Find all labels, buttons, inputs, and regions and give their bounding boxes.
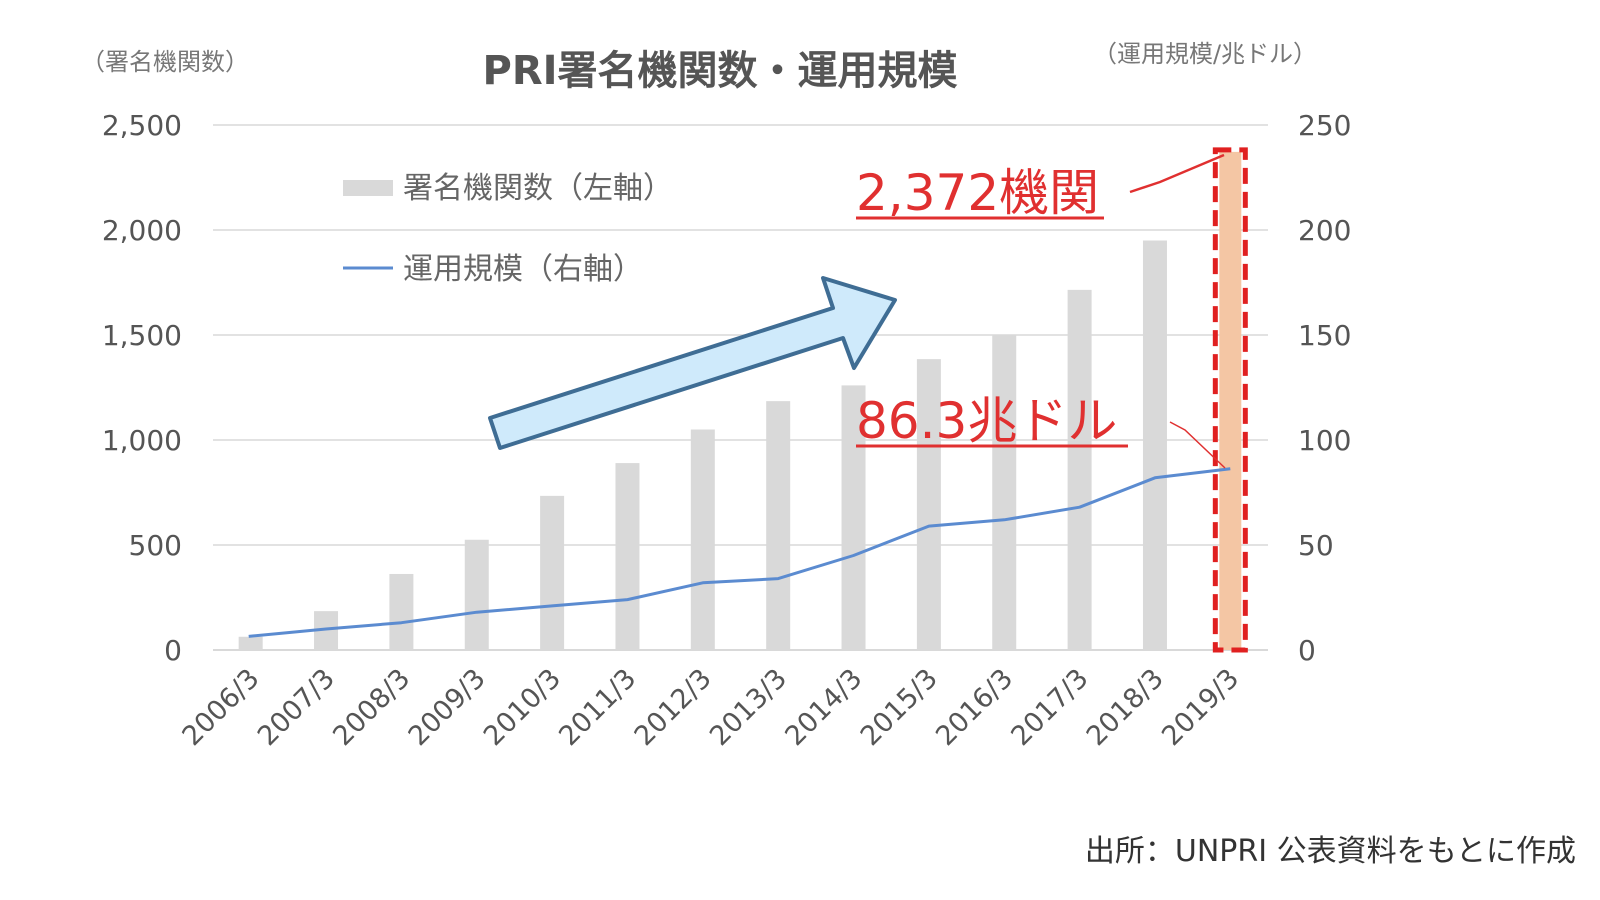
bar: [766, 401, 791, 650]
x-tick-label: 2017/3: [1005, 663, 1094, 752]
x-tick-label: 2012/3: [629, 663, 718, 752]
bar: [992, 335, 1017, 650]
left-tick-label: 2,000: [102, 214, 182, 247]
left-tick-label: 0: [164, 634, 182, 667]
bar: [1067, 289, 1092, 650]
line-callout-text: 86.3兆ドル: [856, 392, 1117, 450]
legend-bar-swatch: [343, 180, 393, 196]
grid-lines: [213, 124, 1268, 651]
x-tick-label: 2007/3: [252, 663, 341, 752]
right-axis-unit: （運用規模/兆ドル）: [1093, 40, 1317, 68]
x-axis-ticks: 2006/32007/32008/32009/32010/32011/32012…: [177, 663, 1246, 752]
x-tick-label: 2009/3: [403, 663, 492, 752]
highlight-bar-border: [1212, 147, 1248, 653]
bar: [540, 495, 565, 650]
left-tick-label: 2,500: [102, 109, 182, 142]
right-axis-ticks: 0 50 100 150 200 250: [1298, 109, 1351, 667]
bar: [841, 385, 866, 650]
left-tick-label: 500: [129, 529, 182, 562]
x-tick-label: 2008/3: [327, 663, 416, 752]
line-series: [248, 467, 1231, 638]
line-callout: 86.3兆ドル: [856, 392, 1226, 469]
bar: [615, 463, 640, 650]
line-path: [248, 467, 1231, 638]
left-tick-label: 1,500: [102, 319, 182, 352]
x-tick-label: 2010/3: [478, 663, 567, 752]
bar-callout-leader: [1129, 153, 1225, 194]
right-tick-label: 100: [1298, 424, 1351, 457]
bar-callout-text: 2,372機関: [856, 164, 1099, 222]
left-axis-unit: （署名機関数）: [81, 48, 249, 76]
legend-line-label: 運用規模（右軸）: [403, 252, 643, 287]
bar-series: [238, 240, 1167, 650]
chart-title: PRI署名機関数・運用規模: [483, 48, 958, 94]
right-tick-label: 250: [1298, 109, 1351, 142]
right-tick-label: 200: [1298, 214, 1351, 247]
right-tick-label: 50: [1298, 529, 1334, 562]
bar: [1142, 240, 1167, 650]
left-tick-label: 1,000: [102, 424, 182, 457]
bar-callout: 2,372機関: [856, 153, 1225, 222]
x-tick-label: 2018/3: [1081, 663, 1170, 752]
right-tick-label: 150: [1298, 319, 1351, 352]
x-tick-label: 2015/3: [855, 663, 944, 752]
bar: [690, 429, 715, 650]
highlight-bar: [1219, 151, 1242, 650]
bar: [238, 636, 263, 650]
legend: 署名機関数（左軸） 運用規模（右軸）: [343, 171, 673, 287]
bar: [916, 359, 941, 650]
highlight-bar-group: [1212, 147, 1248, 653]
bar: [464, 539, 489, 650]
legend-bar-label: 署名機関数（左軸）: [403, 171, 673, 206]
x-tick-label: 2011/3: [553, 663, 642, 752]
right-tick-label: 0: [1298, 634, 1316, 667]
x-tick-label: 2013/3: [704, 663, 793, 752]
growth-arrow: [488, 276, 897, 450]
source-note: 出所：UNPRI 公表資料をもとに作成: [1084, 834, 1576, 869]
x-tick-label: 2019/3: [1156, 663, 1245, 752]
x-tick-label: 2014/3: [779, 663, 868, 752]
line-callout-leader: [1169, 421, 1226, 469]
x-tick-label: 2006/3: [177, 663, 266, 752]
bar: [389, 573, 414, 650]
left-axis-ticks: 0 500 1,000 1,500 2,000 2,500: [102, 109, 182, 667]
x-tick-label: 2016/3: [930, 663, 1019, 752]
